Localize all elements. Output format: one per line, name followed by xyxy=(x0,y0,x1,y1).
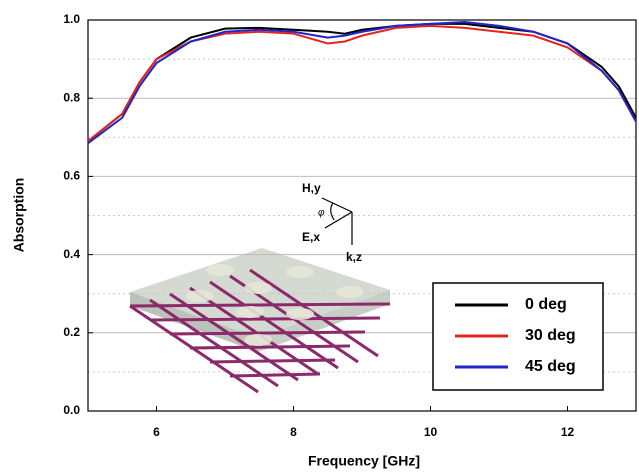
x-tick-label: 8 xyxy=(290,425,297,439)
x-axis-label: Frequency [GHz] xyxy=(308,453,420,469)
plot-frame xyxy=(87,19,637,412)
y-tick-label: 0.6 xyxy=(63,169,80,183)
series-line xyxy=(87,24,637,142)
y-axis-label: Absorption xyxy=(11,178,27,253)
x-tick-label: 6 xyxy=(153,425,160,439)
y-tick-label: 0.0 xyxy=(63,403,80,417)
series-line xyxy=(87,22,637,142)
annotation: H,y xyxy=(302,181,321,195)
series-line xyxy=(87,20,637,144)
legend-label: 0 deg xyxy=(525,296,567,313)
y-tick-label: 0.4 xyxy=(63,247,80,261)
annotation: E,x xyxy=(302,230,320,244)
annotation: k,z xyxy=(346,250,362,264)
y-tick-label: 0.8 xyxy=(63,90,80,104)
y-tick-label: 0.2 xyxy=(63,325,80,339)
legend-label: 30 deg xyxy=(525,327,576,344)
x-tick-label: 10 xyxy=(424,425,438,439)
structure-illustration xyxy=(129,197,391,394)
y-tick-label: 1.0 xyxy=(63,12,80,26)
legend-box xyxy=(432,282,604,391)
x-tick-label: 12 xyxy=(561,425,575,439)
legend-label: 45 deg xyxy=(525,358,576,375)
annotation: φ xyxy=(318,208,325,219)
